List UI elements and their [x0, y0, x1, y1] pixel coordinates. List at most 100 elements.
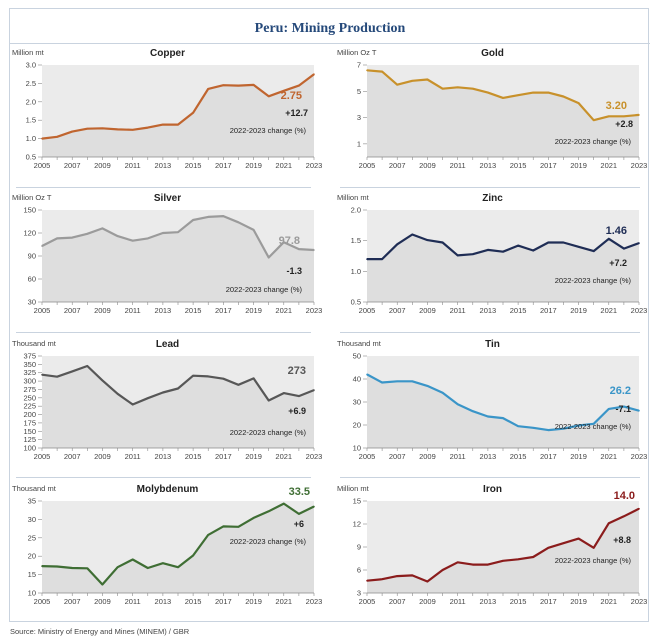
row-divider-2-left — [16, 332, 311, 333]
tin-xtick-label: 2013 — [480, 452, 497, 461]
molybdenum-ytick-label: 20 — [28, 552, 36, 561]
tin-point-2012 — [472, 410, 474, 412]
row-divider-1-right — [340, 187, 640, 188]
silver-point-2023 — [313, 249, 315, 251]
gold-point-2023 — [638, 114, 640, 116]
copper-point-2021 — [283, 90, 285, 92]
tin-chart: Thousand mt Tin 10 20 30 40 50 2005 2007 2009 2011… — [337, 339, 647, 461]
zinc-area-fill — [367, 234, 639, 302]
molybdenum-point-2010 — [116, 566, 119, 568]
iron-point-2015 — [517, 558, 519, 561]
gold-point-2013 — [487, 91, 489, 94]
gold-ytick-label: 5 — [357, 87, 361, 96]
zinc-xtick-label: 2017 — [540, 306, 557, 315]
gold-chart: Million Oz T Gold 1 3 5 7 2005 2007 2009 2011 2013… — [337, 48, 647, 170]
zinc-xtick-label: 2009 — [419, 306, 436, 315]
silver-point-2015 — [192, 219, 194, 221]
lead-point-2022 — [298, 395, 300, 397]
lead-point-2009 — [101, 379, 104, 382]
zinc-point-2012 — [472, 253, 474, 255]
gold-point-2018 — [562, 95, 565, 98]
zinc-xtick-label: 2011 — [450, 306, 466, 315]
tin-point-2019 — [577, 424, 580, 427]
molybdenum-point-2005 — [41, 565, 43, 567]
tin-change-value: -7.1 — [615, 404, 631, 414]
molybdenum-point-2023 — [313, 505, 315, 508]
molybdenum-chart: Thousand mt Molybdenum 10 15 20 25 30 35 2005 200… — [12, 484, 322, 606]
zinc-point-2010 — [441, 241, 444, 244]
iron-xtick-label: 2007 — [389, 597, 406, 606]
lead-xtick-label: 2011 — [125, 452, 141, 461]
zinc-change-value: +7.2 — [609, 258, 627, 268]
silver-chart: Million Oz T Silver 30 60 90 120 150 2005 2007 20… — [12, 193, 323, 315]
molybdenum-xtick-label: 2013 — [155, 597, 172, 606]
iron-ytick-label: 12 — [353, 520, 361, 529]
copper-xtick-label: 2011 — [125, 161, 141, 170]
gold-change-label: 2022-2023 change (%) — [555, 137, 632, 146]
zinc-point-2020 — [592, 250, 595, 252]
zinc-xtick-label: 2021 — [600, 306, 617, 315]
tin-xtick-label: 2021 — [600, 452, 617, 461]
silver-ytick-label: 120 — [23, 229, 36, 238]
molybdenum-point-2014 — [177, 566, 179, 568]
lead-point-2014 — [177, 387, 179, 390]
silver-xtick-label: 2023 — [306, 306, 323, 315]
report-frame: Peru: Mining Production — [9, 8, 650, 622]
molybdenum-point-2020 — [267, 510, 270, 513]
iron-point-2011 — [456, 561, 459, 564]
lead-ytick-label: 300 — [23, 377, 36, 386]
row-divider-3-left — [16, 477, 311, 478]
gold-point-2019 — [577, 102, 580, 104]
iron-xtick-label: 2023 — [631, 597, 648, 606]
lead-end-value: 273 — [288, 365, 306, 377]
tin-area-fill — [367, 374, 639, 448]
tin-ytick-label: 50 — [353, 352, 361, 361]
tin-point-2008 — [411, 380, 414, 383]
lead-ytick-label: 350 — [23, 360, 36, 369]
zinc-ytick-label: 0.5 — [351, 298, 361, 307]
gold-point-2006 — [381, 70, 383, 73]
copper-xtick-label: 2021 — [275, 161, 292, 170]
silver-point-2011 — [131, 239, 134, 242]
tin-title: Tin — [485, 339, 500, 350]
copper-ytick-label: 2.0 — [26, 97, 36, 106]
iron-point-2018 — [562, 542, 565, 544]
gold-xtick-label: 2017 — [540, 161, 557, 170]
iron-xtick-label: 2005 — [359, 597, 376, 606]
zinc-point-2021 — [608, 238, 610, 240]
gold-change-value: +2.8 — [615, 119, 633, 129]
silver-xtick-label: 2005 — [34, 306, 51, 315]
copper-ytick-label: 1.5 — [26, 116, 36, 125]
copper-point-2011 — [131, 129, 134, 131]
gold-ytick-label: 1 — [357, 139, 361, 148]
iron-point-2023 — [638, 507, 640, 510]
gold-xtick-label: 2021 — [600, 161, 617, 170]
iron-xtick-label: 2013 — [480, 597, 497, 606]
lead-point-2012 — [147, 397, 149, 399]
gold-point-2011 — [456, 86, 459, 89]
zinc-xtick-label: 2007 — [389, 306, 406, 315]
iron-ylabel: Million mt — [337, 484, 370, 493]
tin-point-2022 — [623, 405, 625, 408]
silver-xtick-label: 2019 — [245, 306, 262, 315]
lead-point-2006 — [56, 375, 58, 378]
molybdenum-point-2011 — [131, 558, 134, 561]
tin-point-2015 — [517, 425, 519, 427]
tin-change-label: 2022-2023 change (%) — [555, 422, 632, 431]
molybdenum-point-2015 — [192, 554, 194, 557]
molybdenum-xtick-label: 2005 — [34, 597, 51, 606]
iron-ytick-label: 6 — [357, 566, 361, 575]
gold-xtick-label: 2005 — [359, 161, 376, 170]
lead-area-fill — [42, 366, 314, 448]
iron-change-label: 2022-2023 change (%) — [555, 556, 632, 565]
lead-xtick-label: 2009 — [94, 452, 111, 461]
tin-ytick-label: 10 — [353, 444, 361, 453]
iron-area-fill — [367, 508, 639, 593]
lead-xtick-label: 2023 — [306, 452, 323, 461]
page-title: Peru: Mining Production — [254, 21, 406, 36]
silver-ytick-label: 90 — [28, 252, 36, 261]
copper-ytick-label: 1.0 — [26, 134, 36, 143]
zinc-end-value: 1.46 — [606, 225, 627, 237]
silver-point-2005 — [41, 245, 43, 247]
silver-ytick-label: 60 — [28, 275, 36, 284]
